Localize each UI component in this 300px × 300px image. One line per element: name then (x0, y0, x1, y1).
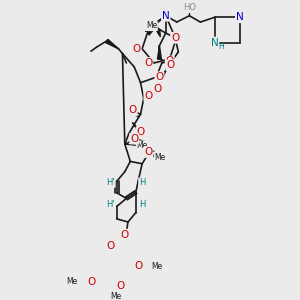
Text: O: O (106, 241, 115, 251)
Text: HO: HO (183, 3, 196, 12)
Polygon shape (114, 246, 122, 252)
Text: O: O (136, 127, 145, 137)
Text: O: O (166, 56, 174, 66)
Text: Me: Me (151, 262, 162, 271)
Text: Me: Me (110, 292, 122, 300)
Text: O: O (154, 84, 162, 94)
Text: H: H (139, 200, 145, 209)
Polygon shape (158, 46, 161, 59)
Text: O: O (88, 277, 96, 287)
Text: O: O (121, 230, 129, 240)
Text: Me: Me (146, 22, 157, 31)
Text: O: O (133, 44, 141, 54)
Polygon shape (126, 264, 135, 269)
Text: Me: Me (66, 278, 78, 286)
Text: O: O (129, 105, 137, 115)
Text: O: O (144, 58, 153, 68)
Text: H: H (218, 42, 224, 51)
Text: O: O (117, 281, 125, 291)
Text: N: N (211, 38, 218, 47)
Polygon shape (106, 39, 118, 49)
Text: O: O (166, 60, 175, 70)
Text: H': H' (106, 200, 115, 209)
Text: O: O (144, 91, 153, 101)
Text: O: O (130, 134, 138, 144)
Text: O: O (135, 261, 143, 271)
Text: H': H' (106, 178, 115, 187)
Text: Me: Me (154, 153, 166, 162)
Text: N: N (236, 12, 244, 22)
Text: O: O (171, 33, 179, 43)
Text: O: O (144, 147, 153, 157)
Polygon shape (118, 274, 122, 285)
Text: N: N (162, 11, 169, 21)
Text: H: H (139, 178, 145, 187)
Text: O: O (155, 72, 164, 82)
Text: Me: Me (136, 141, 148, 150)
